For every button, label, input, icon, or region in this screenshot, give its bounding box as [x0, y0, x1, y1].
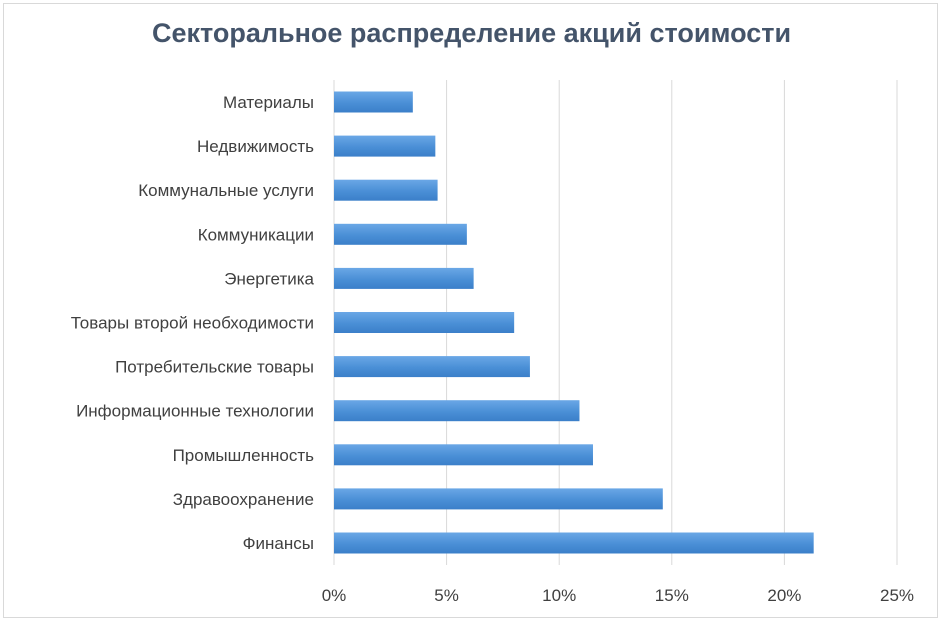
bar-1: [334, 488, 663, 510]
chart-frame: [3, 3, 938, 618]
x-axis-ticks: 0% 5% 10% 15% 20% 25%: [322, 586, 914, 605]
x-tick-label: 25%: [880, 586, 914, 605]
category-label: Здравоохранение: [173, 490, 314, 509]
category-label: Материалы: [223, 93, 314, 112]
x-tick-label: 5%: [434, 586, 459, 605]
category-labels: Финансы Здравоохранение Промышленность Инфо…: [71, 93, 315, 553]
x-tick-label: 20%: [767, 586, 801, 605]
bars: [334, 91, 814, 554]
category-label: Товары второй необходимости: [71, 314, 314, 333]
bar-8: [334, 179, 438, 201]
x-tick-label: 10%: [542, 586, 576, 605]
category-label: Энергетика: [224, 269, 314, 288]
category-label: Коммуникации: [198, 225, 314, 244]
category-label: Недвижимость: [197, 137, 314, 156]
category-label: Информационные технологии: [76, 402, 314, 421]
bar-9: [334, 135, 436, 157]
category-label: Финансы: [243, 534, 314, 553]
bar-3: [334, 400, 580, 422]
category-label: Коммунальные услуги: [138, 181, 314, 200]
x-tick-label: 15%: [655, 586, 689, 605]
bar-5: [334, 312, 515, 333]
bar-6: [334, 267, 474, 289]
x-tick-label: 0%: [322, 586, 347, 605]
chart-title: Секторальное распределение акций стоимос…: [151, 18, 792, 48]
category-label: Промышленность: [173, 446, 315, 465]
bar-7: [334, 223, 467, 245]
bar-2: [334, 444, 593, 466]
bar-4: [334, 356, 530, 378]
bar-0: [334, 532, 814, 554]
bar-10: [334, 91, 413, 113]
category-label: Потребительские товары: [115, 358, 314, 377]
